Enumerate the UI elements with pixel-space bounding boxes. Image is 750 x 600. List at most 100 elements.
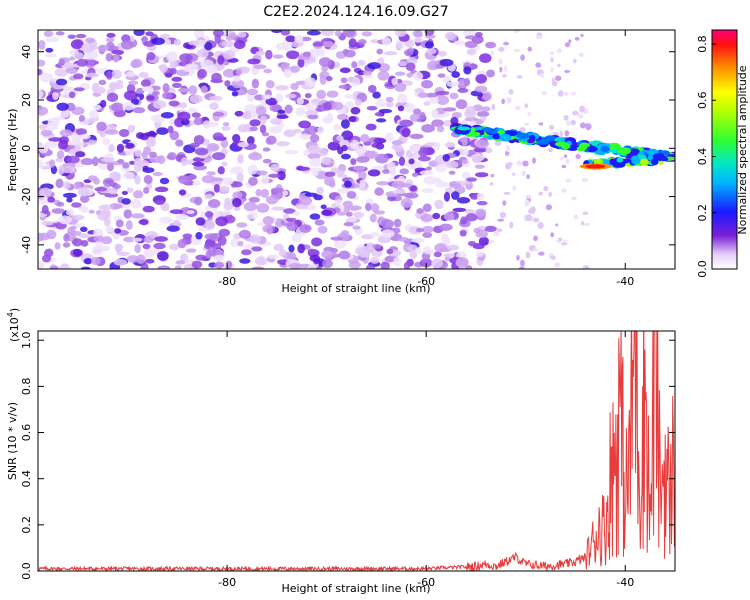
heatmap-cell <box>219 185 230 193</box>
heatmap-cell <box>425 166 432 171</box>
heatmap-cell <box>365 202 372 212</box>
heatmap-cell <box>394 71 406 76</box>
heatmap-cell <box>540 73 545 79</box>
heatmap-cell <box>195 217 206 226</box>
heatmap-cell <box>385 101 394 108</box>
heatmap-cell <box>132 106 146 114</box>
heatmap-cell <box>38 59 46 67</box>
heatmap-cell <box>243 110 251 116</box>
heatmap-cell <box>213 254 225 262</box>
heatmap-cell <box>86 59 96 65</box>
heatmap-cell <box>575 153 581 160</box>
heatmap-cell <box>38 39 46 50</box>
heatmap-cell <box>43 30 54 38</box>
snr-panel: -80 -60 -40 0.0 0.2 0.4 0.6 0.8 1.0 Height of s… <box>6 308 676 595</box>
heatmap-cell <box>449 92 459 100</box>
heatmap-cell <box>317 126 325 135</box>
heatmap-cell <box>229 32 236 39</box>
snr-y-multiplier-base: (x10 <box>8 317 21 342</box>
heatmap-cell <box>582 265 590 269</box>
heatmap-cell <box>559 130 563 138</box>
heatmap-cell <box>439 58 454 67</box>
heatmap-cell <box>326 90 339 98</box>
heatmap-cell <box>179 53 193 63</box>
heatmap-cell <box>339 67 351 74</box>
heatmap-cell <box>173 38 182 46</box>
heatmap-cell <box>222 49 236 60</box>
heatmap-cell <box>204 193 213 200</box>
heatmap-cell <box>516 75 523 79</box>
heatmap-cell <box>276 141 290 147</box>
heatmap-cell <box>489 182 494 186</box>
heatmap-cell <box>261 132 270 137</box>
heatmap-cell <box>302 51 312 58</box>
heatmap-cell <box>581 220 585 226</box>
heatmap-cell <box>286 222 298 232</box>
heatmap-cell <box>222 68 236 78</box>
heatmap-cell <box>251 78 260 89</box>
heatmap-cell <box>410 144 421 153</box>
heatmap-cell <box>482 91 492 101</box>
heatmap-cell <box>224 80 231 87</box>
heatmap-cell <box>348 38 357 48</box>
heatmap-cell <box>503 41 510 46</box>
heatmap-cell <box>438 223 453 232</box>
heatmap-cell <box>160 202 170 212</box>
heatmap-cell <box>169 59 178 70</box>
heatmap-cell <box>306 30 321 36</box>
heatmap-cell <box>206 142 220 152</box>
heatmap-cell <box>565 158 570 164</box>
heatmap-cell <box>533 248 539 252</box>
heatmap-cell <box>172 219 181 226</box>
heatmap-cell <box>403 261 411 269</box>
heatmap-cell <box>248 152 263 161</box>
heatmap-cell <box>506 96 512 104</box>
heatmap-cell <box>271 30 283 34</box>
heatmap-cell <box>51 208 65 214</box>
heatmap-cell <box>436 95 450 106</box>
snr-x-ticks: -80 -60 -40 <box>218 331 634 589</box>
heatmap-cell <box>497 218 505 222</box>
heatmap-cell <box>292 128 302 134</box>
heatmap-cell <box>164 72 173 78</box>
heatmap-cell <box>105 70 113 80</box>
heatmap-cell <box>418 155 431 162</box>
heatmap-y-tick-label: -20 <box>20 188 33 206</box>
heatmap-cell <box>376 48 384 55</box>
heatmap-cell <box>362 249 370 258</box>
heatmap-cell <box>581 177 589 183</box>
heatmap-cell <box>452 207 467 213</box>
heatmap-cell <box>175 260 186 265</box>
heatmap-cell <box>106 162 114 172</box>
heatmap-cell <box>424 30 435 36</box>
heatmap-cell <box>380 261 390 269</box>
heatmap-cell <box>175 139 184 147</box>
heatmap-cell <box>550 66 554 73</box>
heatmap-cell <box>122 171 135 180</box>
heatmap-cell <box>144 131 158 137</box>
heatmap-cell <box>143 187 150 195</box>
heatmap-cell <box>71 202 82 208</box>
heatmap-cell <box>548 147 553 153</box>
heatmap-cell <box>91 245 104 256</box>
heatmap-cell <box>421 187 434 193</box>
heatmap-cell <box>502 200 507 206</box>
heatmap-cell <box>73 87 85 92</box>
heatmap-cell <box>143 247 156 258</box>
heatmap-cell <box>320 204 327 210</box>
heatmap-cell <box>375 99 386 108</box>
heatmap-cell <box>533 217 540 223</box>
colorbar-tick-label: 0.0 <box>696 260 709 278</box>
heatmap-cell <box>221 126 231 131</box>
heatmap-cell <box>79 133 91 140</box>
heatmap-cell <box>106 32 116 38</box>
heatmap-cell <box>374 112 383 117</box>
heatmap-cell <box>262 147 271 152</box>
heatmap-cell <box>451 191 460 200</box>
heatmap-cell <box>121 40 134 50</box>
heatmap-cell <box>330 236 344 241</box>
heatmap-cell <box>202 120 212 129</box>
heatmap-cell <box>505 145 511 152</box>
heatmap-cell <box>107 188 118 195</box>
heatmap-cell <box>205 220 216 230</box>
